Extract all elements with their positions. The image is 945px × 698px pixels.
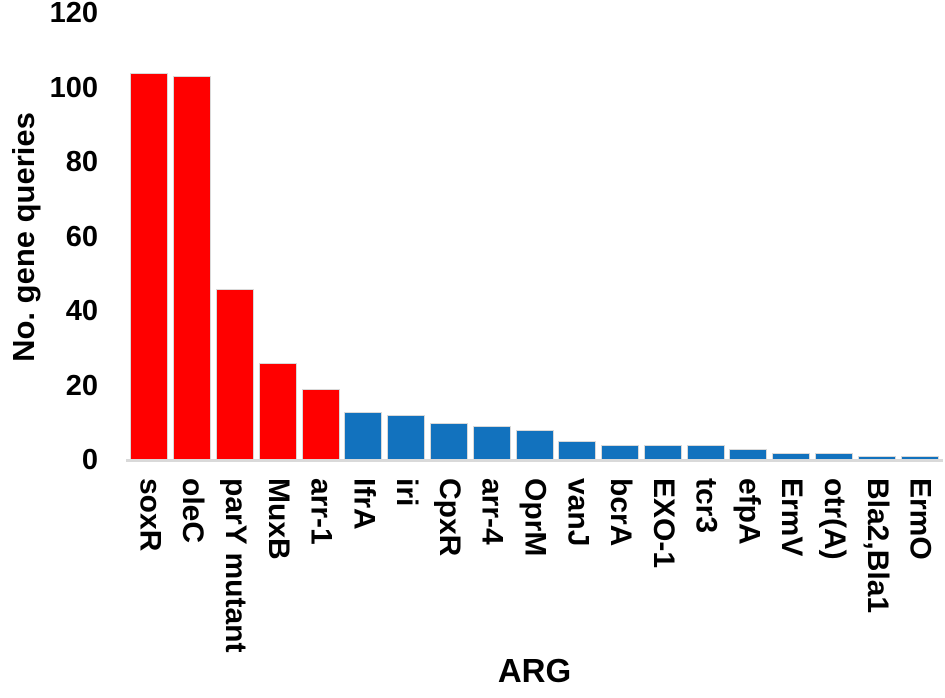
x-label-vanJ: vanJ — [561, 478, 595, 547]
y-axis-tick-labels: 0 20 40 60 80 100 120 — [0, 0, 98, 698]
bar-tcr3 — [686, 445, 725, 460]
x-label-MuxB: MuxB — [261, 478, 295, 560]
x-label-CpxR: CpxR — [432, 478, 466, 557]
bar-parY-mutant — [215, 288, 254, 460]
x-label-Bla2-Bla1: Bla2,Bla1 — [860, 478, 894, 614]
x-label-parY-mutant: parY mutant — [218, 478, 252, 653]
bar-bcrA — [601, 445, 640, 460]
x-label-arr-4: arr-4 — [475, 478, 509, 545]
x-label-efpA: efpA — [732, 478, 766, 545]
y-tick-label-100: 100 — [49, 71, 98, 104]
bar-IfrA — [344, 411, 383, 460]
y-tick-label-20: 20 — [65, 369, 98, 402]
x-label-IfrA: IfrA — [347, 478, 381, 530]
x-axis-title: ARG — [497, 652, 572, 689]
bar-soxR — [130, 72, 169, 460]
bar-iri — [387, 415, 426, 460]
bar-Bla2-Bla1 — [857, 456, 896, 460]
x-label-oleC: oleC — [176, 478, 210, 544]
plot-area — [128, 13, 941, 460]
x-axis-labels: soxR oleC parY mutant MuxB arr-1 IfrA iri CpxR a… — [128, 471, 941, 661]
x-label-ErmO: ErmO — [903, 478, 937, 560]
bar-vanJ — [558, 441, 597, 460]
y-tick-label-40: 40 — [65, 295, 98, 327]
x-label-arr-1: arr-1 — [304, 478, 338, 545]
x-label-soxR: soxR — [133, 478, 167, 552]
x-label-OprM: OprM — [518, 478, 552, 557]
y-tick-label-120: 120 — [49, 0, 98, 29]
x-label-tcr3: tcr3 — [689, 478, 723, 534]
bar-ErmV — [772, 452, 811, 460]
bar-oleC — [173, 76, 212, 460]
x-label-bcrA: bcrA — [604, 478, 638, 547]
x-label-otr-A-: otr(A) — [818, 478, 852, 560]
y-tick-label-60: 60 — [65, 220, 98, 253]
y-tick-label-0: 0 — [81, 444, 98, 476]
y-tick-label-80: 80 — [65, 146, 98, 178]
bar-CpxR — [429, 422, 468, 460]
x-label-ErmV: ErmV — [775, 478, 809, 557]
bar-arr-1 — [301, 389, 340, 460]
x-label-EXO-1: EXO-1 — [646, 478, 680, 569]
x-label-iri: iri — [390, 478, 424, 507]
bar-arr-4 — [472, 426, 511, 460]
bar-efpA — [729, 448, 768, 460]
bar-OprM — [515, 430, 554, 460]
bar-EXO-1 — [643, 445, 682, 460]
bar-ErmO — [900, 456, 939, 460]
bar-MuxB — [258, 363, 297, 460]
x-axis-line — [126, 459, 943, 462]
bar-otr-A- — [815, 452, 854, 460]
